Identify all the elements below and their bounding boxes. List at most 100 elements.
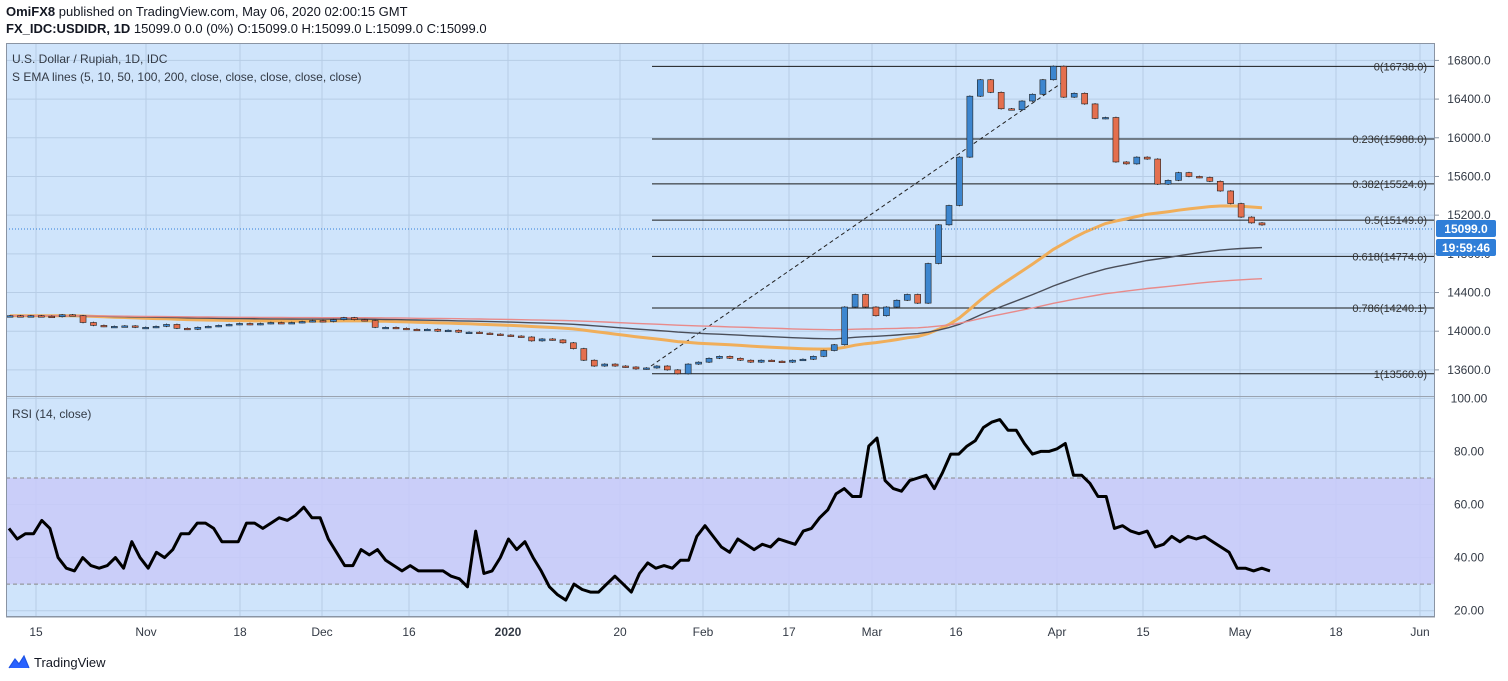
candle [277, 321, 285, 325]
candle [684, 363, 692, 375]
candle [507, 334, 515, 337]
fib-level-label: 0(16738.0) [1374, 61, 1427, 73]
candle [851, 293, 859, 308]
candle [903, 293, 911, 302]
price-tick-label: 15600.0 [1447, 169, 1491, 183]
price-tick-label: 16400.0 [1447, 92, 1491, 106]
candle [309, 319, 316, 323]
ema-lines [9, 204, 1263, 351]
brand-name: TradingView [34, 654, 106, 670]
candle [1196, 175, 1203, 179]
candle [163, 323, 170, 328]
time-axis[interactable]: 15 Nov 18 Dec 16 2020 20 Feb 17 Mar 16 Apr 15 May 18 Ju… [29, 625, 1429, 639]
fib-level-label: 0.786(14240.1) [1352, 303, 1427, 315]
price-pane-background [6, 43, 1435, 396]
chart-header: OmiFX8 published on TradingView.com, May… [6, 3, 487, 37]
candle [1206, 176, 1214, 183]
candle [1143, 156, 1151, 160]
candle [570, 342, 577, 350]
candle [549, 338, 556, 341]
price-tick-label: 14000.0 [1447, 324, 1491, 338]
footer-brand[interactable]: TradingView [8, 652, 106, 672]
candle [403, 327, 410, 331]
candle [121, 325, 129, 328]
candle [455, 329, 462, 333]
rsi-tick-label: 100.00 [1451, 391, 1488, 405]
rsi-axis[interactable]: 20.00 40.00 60.00 80.00 100.00 [1451, 391, 1488, 617]
candle [976, 78, 984, 97]
candle [173, 323, 181, 330]
rsi-indicator [6, 418, 1435, 602]
price-axis[interactable]: 13600.014000.014400.014800.015200.015600… [1435, 53, 1491, 377]
candle [1060, 65, 1068, 98]
candle [79, 314, 87, 324]
candle [225, 323, 233, 327]
candle [267, 321, 275, 325]
candlesticks [6, 65, 1266, 375]
candle [778, 360, 786, 363]
candle [215, 324, 222, 328]
candle [1164, 179, 1172, 185]
time-tick-label: 16 [949, 625, 963, 639]
candle [465, 331, 473, 334]
fibonacci-retracement[interactable]: 0(16738.0) 0.236(15988.0) 0.382(15524.0) 0.… [652, 61, 1435, 381]
candle [1102, 116, 1109, 120]
candle [914, 293, 922, 304]
rsi-tick-label: 80.00 [1454, 444, 1484, 458]
candle [152, 325, 160, 329]
price-tick-label: 14400.0 [1447, 286, 1491, 300]
time-tick-label: Feb [693, 625, 714, 639]
publish-line: OmiFX8 published on TradingView.com, May… [6, 3, 487, 20]
candle [330, 318, 337, 323]
candle [1258, 222, 1266, 226]
candle [1081, 92, 1088, 105]
price-tick-label: 13600.0 [1447, 363, 1491, 377]
time-tick-label: Apr [1048, 625, 1067, 639]
candle [590, 359, 598, 367]
candle [131, 325, 139, 329]
rsi-tick-label: 20.00 [1454, 604, 1484, 618]
rsi-tick-label: 60.00 [1454, 498, 1484, 512]
time-tick-label: 17 [782, 625, 796, 639]
candle [1018, 100, 1026, 111]
countdown-value: 19:59:46 [1442, 241, 1490, 255]
candle [69, 313, 76, 317]
price-pane-title[interactable]: U.S. Dollar / Rupiah, 1D, IDC [12, 52, 168, 66]
candle [1216, 180, 1224, 192]
time-tick-label: 18 [233, 625, 247, 639]
rsi-pane-title[interactable]: RSI (14, close) [12, 407, 92, 421]
candle [424, 328, 431, 332]
candle [538, 338, 546, 342]
tradingview-logo-icon [8, 654, 30, 669]
candle [924, 262, 932, 304]
price-tick-label: 16000.0 [1447, 131, 1491, 145]
candle [1227, 190, 1234, 205]
author-name[interactable]: OmiFX8 [6, 4, 56, 19]
candle [27, 314, 35, 318]
candle [559, 339, 567, 344]
rsi-tick-label: 40.00 [1454, 551, 1484, 565]
candle [350, 316, 358, 321]
candle [872, 306, 880, 317]
time-tick-label: 20 [613, 625, 627, 639]
trend-dashed-line[interactable] [650, 79, 1067, 367]
candle [632, 366, 640, 370]
candle [1070, 92, 1078, 98]
candle [768, 359, 775, 363]
candle [90, 321, 97, 327]
candle [392, 326, 400, 330]
rsi-line [7, 418, 1271, 602]
ema-indicator-legend[interactable]: S EMA lines (5, 10, 50, 100, 200, close,… [12, 70, 362, 84]
rsi-band [6, 477, 1435, 585]
candle [204, 325, 212, 329]
time-tick-label: 15 [1136, 625, 1150, 639]
candle [17, 314, 24, 318]
candle [1091, 103, 1099, 120]
candle [1050, 65, 1057, 81]
candle [1248, 216, 1255, 224]
price-tick-label: 15200.0 [1447, 208, 1491, 222]
countdown-badge: 19:59:46 [1436, 239, 1496, 256]
candle [1185, 171, 1193, 178]
candle [246, 322, 254, 326]
